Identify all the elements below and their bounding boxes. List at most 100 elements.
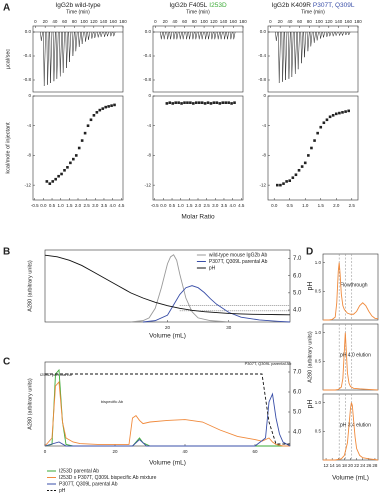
- data-point: [285, 180, 288, 183]
- injection-peak: [287, 31, 291, 79]
- x-axis-label: Molar Ratio: [181, 214, 215, 221]
- y2-tick-label: 4.0: [293, 308, 302, 314]
- injection-peak: [43, 31, 46, 87]
- x-tick-label: 0.5: [49, 203, 56, 208]
- data-point: [168, 101, 172, 104]
- x-tick-label: 3.5: [101, 203, 108, 208]
- data-point: [186, 101, 189, 104]
- injection-peak: [344, 31, 348, 36]
- injection-peak: [284, 31, 288, 81]
- y-tick-label: 0: [148, 93, 151, 98]
- x-tick-label: 0.5: [169, 203, 176, 208]
- series-line: [323, 332, 379, 391]
- y-tick-label: -0.8: [23, 77, 31, 82]
- plot-frame: [322, 323, 379, 391]
- y-tick-label: 1.0: [315, 260, 322, 265]
- x-tick-label: 40: [182, 449, 188, 454]
- data-point: [212, 101, 216, 104]
- x-tick-label: 40: [172, 19, 178, 24]
- x-tick-label: 18: [342, 463, 348, 468]
- x-tick-label: 120: [210, 19, 218, 24]
- y-tick-label: -4: [27, 123, 31, 128]
- injection-peak: [175, 31, 179, 40]
- y-axis-label: kcal/mole of injectant: [5, 122, 11, 174]
- y-tick-label: -0.4: [258, 53, 266, 58]
- data-point: [294, 173, 298, 177]
- data-point: [54, 177, 57, 181]
- data-point: [165, 102, 169, 105]
- x-tick-label: 0.0: [271, 203, 278, 208]
- data-point: [200, 101, 204, 104]
- injection-peak: [68, 31, 72, 63]
- x-tick-label: 80: [307, 19, 313, 24]
- injection-peak: [300, 31, 304, 64]
- x-tick-label: -0.5: [151, 203, 159, 208]
- x-tick-label: 40: [52, 19, 58, 24]
- injection-peak: [207, 31, 211, 40]
- x-tick-label: 0: [154, 19, 157, 24]
- x-tick-label: 1.5: [318, 203, 325, 208]
- x-tick-label: 60: [252, 449, 258, 454]
- injection-peak: [65, 31, 69, 69]
- x-tick-label: 60: [182, 19, 188, 24]
- data-point: [72, 157, 75, 161]
- data-point: [51, 180, 55, 183]
- y-tick-label: 0.0: [25, 29, 32, 34]
- legend-label: P307T, Q309L parental Ab: [209, 259, 268, 265]
- injection-peak: [297, 31, 300, 70]
- data-point: [189, 101, 192, 104]
- x-tick-label: 140: [220, 19, 228, 24]
- injection-peak: [172, 31, 176, 40]
- injection-peak: [217, 31, 220, 40]
- y2-tick-label: 6.0: [293, 273, 302, 279]
- x-tick-label: 20: [163, 19, 169, 24]
- trace-label: pH 3.4 elution: [340, 422, 371, 428]
- data-point: [303, 161, 307, 165]
- chart-title: IgG2b K409R P307T, Q309L: [272, 2, 355, 9]
- injection-peak: [226, 31, 230, 40]
- injection-peak: [40, 31, 43, 42]
- x-tick-label: 4.0: [109, 203, 116, 208]
- y-tick-label: -4: [262, 123, 266, 128]
- x-tick-label: 30: [226, 325, 232, 330]
- injection-peak: [46, 31, 50, 85]
- x-tick-label: 20: [43, 19, 49, 24]
- x-tick-label: 4.5: [118, 203, 125, 208]
- title-part: IgG2b wild-type: [55, 2, 101, 9]
- x-tick-label: 20: [348, 463, 354, 468]
- title-part: P307T, Q309L: [313, 2, 355, 9]
- x-tick-label: 0.5: [287, 203, 294, 208]
- x-tick-label: 20: [165, 325, 171, 330]
- data-point: [218, 102, 222, 105]
- panel-label: C: [3, 357, 10, 368]
- x-tick-label: 2.5: [349, 203, 356, 208]
- injection-peak: [194, 31, 198, 40]
- series-line: [130, 254, 229, 323]
- y-tick-label: -8: [27, 153, 31, 158]
- plot-frame: [322, 253, 379, 321]
- y2-tick-label: 7.0: [293, 256, 302, 262]
- data-point: [101, 107, 105, 110]
- injection-peak: [325, 31, 329, 37]
- data-point: [288, 179, 292, 182]
- data-point: [69, 161, 72, 165]
- x-tick-label: 3.0: [92, 203, 99, 208]
- data-point: [209, 102, 213, 105]
- legend-label: pH: [209, 265, 216, 271]
- data-point: [74, 154, 78, 157]
- panel-label: A: [3, 3, 10, 14]
- legend-label: pH: [59, 488, 66, 494]
- injection-peak: [198, 31, 201, 40]
- injection-peak: [328, 31, 332, 38]
- x-tick-label: -0.5: [31, 203, 39, 208]
- data-point: [60, 172, 63, 176]
- x-tick-label: 14: [330, 463, 336, 468]
- data-point: [98, 108, 102, 112]
- y-tick-label: -12: [24, 182, 31, 187]
- x-tick-label: 180: [239, 19, 247, 24]
- injection-peak: [294, 31, 297, 75]
- y-tick-label: -12: [144, 182, 151, 187]
- data-point: [203, 102, 207, 105]
- data-point: [224, 101, 227, 104]
- y-tick-label: 0.5: [315, 358, 322, 363]
